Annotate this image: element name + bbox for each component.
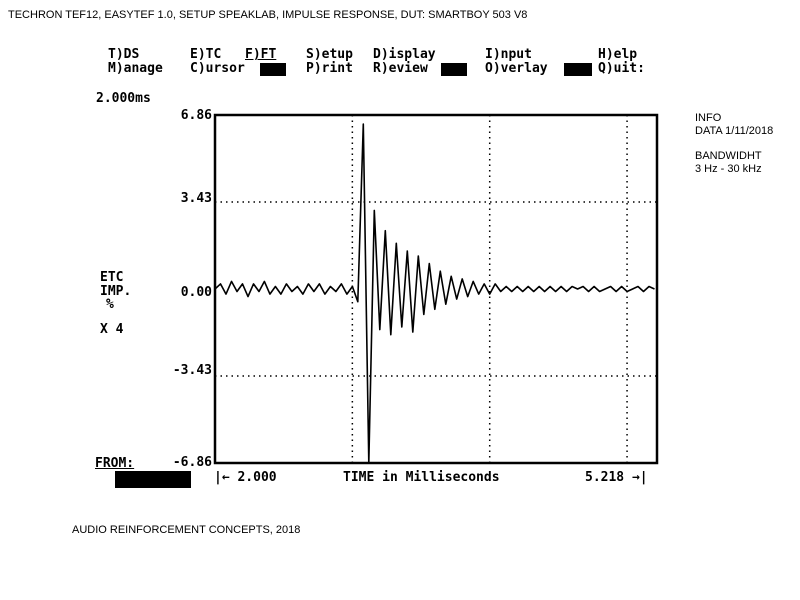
x-end-label: 5.218 →| [585, 470, 648, 485]
x-start-label: |← 2.000 [214, 470, 277, 485]
menu-print[interactable]: P)rint [306, 61, 353, 76]
menu-quit[interactable]: Q)uit: [598, 61, 645, 76]
menu-help[interactable]: H)elp [598, 47, 638, 62]
x-axis-title: TIME in Milliseconds [343, 470, 500, 485]
menu-fft[interactable]: F)FT [245, 47, 277, 62]
menu-tds[interactable]: T)DS [108, 47, 140, 62]
ylabel-percent: % [106, 297, 114, 312]
ytick-label: 3.43 [180, 191, 212, 206]
menu-review[interactable]: R)eview [373, 61, 428, 76]
ylabel-imp: IMP. [100, 284, 132, 299]
menu-cursor[interactable]: C)ursor [190, 61, 245, 76]
info-data: DATA 1/11/2018 [695, 125, 774, 137]
footer-text: AUDIO REINFORCEMENT CONCEPTS, 2018 [72, 524, 301, 536]
impulse-response-line [214, 123, 655, 464]
scale-label: X 4 [100, 322, 124, 337]
ytick-label: 0.00 [180, 285, 212, 300]
menu-input[interactable]: I)nput [485, 47, 532, 62]
menu-etc[interactable]: E)TC [190, 47, 222, 62]
info-title: INFO [695, 112, 722, 124]
ytick-label: -3.43 [172, 363, 212, 378]
info-bandwidth-label: BANDWIDHT [695, 150, 762, 162]
menu-overlay[interactable]: O)verlay [485, 61, 548, 76]
header-title: TECHRON TEF12, EASYTEF 1.0, SETUP SPEAKL… [8, 9, 528, 21]
review-indicator [441, 63, 467, 76]
cursor-readout-box [115, 471, 191, 488]
menu-display[interactable]: D)isplay [373, 47, 436, 62]
menu-setup[interactable]: S)etup [306, 47, 353, 62]
from-label: FROM: [95, 456, 135, 471]
time-div: 2.000ms [96, 91, 151, 106]
ylabel-etc: ETC [100, 270, 124, 285]
ytick-label: -6.86 [172, 455, 212, 470]
overlay-indicator [564, 63, 592, 76]
ytick-label: 6.86 [180, 108, 212, 123]
cursor-indicator [260, 63, 286, 76]
info-bandwidth-value: 3 Hz - 30 kHz [695, 163, 762, 175]
menu-manage[interactable]: M)anage [108, 61, 163, 76]
